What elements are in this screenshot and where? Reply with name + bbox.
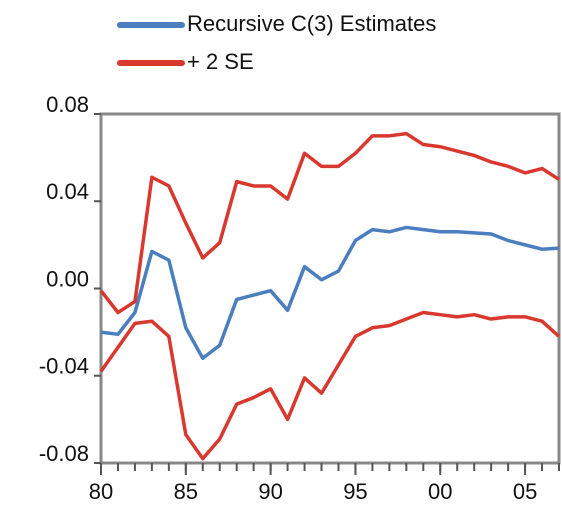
y-tick-label: -0.08 [39, 441, 89, 466]
x-tick-label: 00 [428, 479, 452, 504]
x-tick-label: 90 [258, 479, 282, 504]
x-tick-label: 85 [174, 479, 198, 504]
y-tick-label: 0.00 [46, 266, 89, 291]
series-line [99, 310, 561, 461]
legend-label: Recursive C(3) Estimates [187, 11, 436, 36]
x-tick-label: 80 [89, 479, 113, 504]
series-line [100, 225, 560, 361]
x-tick-label: 05 [513, 479, 537, 504]
y-tick-label: 0.04 [46, 179, 89, 204]
legend-label: + 2 SE [187, 49, 254, 74]
x-tick-label: 95 [343, 479, 367, 504]
y-tick-label: -0.04 [39, 354, 89, 379]
series-line [99, 131, 560, 315]
y-tick-label: 0.08 [46, 92, 89, 117]
